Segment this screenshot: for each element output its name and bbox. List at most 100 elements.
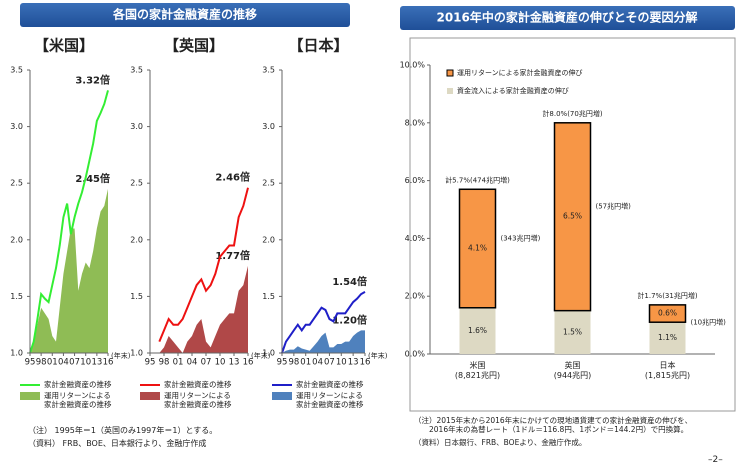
y-tick-label: 1.0 bbox=[262, 349, 275, 358]
line bbox=[158, 187, 249, 343]
x-tick-label: 13 bbox=[91, 358, 102, 368]
x-tick-label: 95 bbox=[145, 358, 156, 368]
x-tick-label: 04 bbox=[187, 358, 198, 368]
x-tick-label: 01 bbox=[47, 358, 58, 368]
legend-swatch bbox=[272, 392, 292, 400]
legend-label: 家計金融資産の推移 bbox=[296, 380, 364, 389]
x-tick-label: 07 bbox=[201, 358, 212, 368]
end-label: 2.46倍 bbox=[215, 171, 250, 184]
title-box bbox=[400, 6, 735, 30]
right-title: 2016年中の家計金融資産の伸びとその要因分解 bbox=[436, 10, 697, 25]
y-tick-label: 2.5 bbox=[262, 179, 275, 188]
x-tick-label: 10 bbox=[215, 358, 226, 368]
note: （注） 1995年＝1（英国のみ1997年＝1）とする。 bbox=[28, 426, 218, 435]
total-label: 計1.7%(31兆円増) bbox=[637, 291, 697, 300]
value-label: 4.1% bbox=[468, 244, 487, 253]
bar-segment bbox=[458, 188, 497, 309]
x-tick-label: 米国 (8,821兆円) bbox=[454, 361, 501, 380]
y-tick-label: 2.0% bbox=[405, 292, 426, 301]
end-label: 2.45倍 bbox=[75, 172, 110, 185]
title-box bbox=[20, 3, 350, 27]
x-tick-label: 07 bbox=[324, 358, 335, 368]
x-tick-label: 98 bbox=[288, 358, 299, 368]
end-label: 3.32倍 bbox=[75, 73, 110, 86]
legend-swatch bbox=[446, 69, 454, 77]
x-tick-label: 10 bbox=[80, 358, 91, 368]
bar-segment bbox=[459, 307, 496, 354]
y-tick-label: 2.0 bbox=[130, 235, 143, 244]
value-label: 6.5% bbox=[563, 212, 582, 221]
note: （資料）日本銀行、FRB、BOEより、金融庁作成。 bbox=[414, 438, 587, 447]
x-tick-label: 16 bbox=[360, 358, 371, 368]
legend-swatch bbox=[20, 392, 40, 400]
side-label: (343兆円増) bbox=[501, 234, 541, 243]
y-tick-label: 6.0% bbox=[405, 176, 426, 185]
y-tick-label: 0.0% bbox=[405, 350, 426, 359]
value-label: 1.5% bbox=[563, 327, 582, 336]
left-title: 各国の家計金融資産の推移 bbox=[112, 7, 257, 22]
y-tick-label: 3.0 bbox=[130, 122, 143, 131]
bar-segment bbox=[554, 310, 591, 354]
x-tick-label: 日本 (1,815兆円) bbox=[644, 361, 691, 380]
y-tick-label: 2.0 bbox=[262, 235, 275, 244]
x-tick-label: 10 bbox=[336, 358, 347, 368]
x-tick-label: 13 bbox=[229, 358, 240, 368]
x-tick-label: 13 bbox=[348, 358, 359, 368]
bar-frame bbox=[409, 37, 736, 412]
y-tick-label: 3.5 bbox=[262, 66, 275, 75]
area bbox=[159, 265, 248, 353]
y-tick-label: 3.5 bbox=[10, 66, 23, 75]
x-tick-label: 01 bbox=[173, 358, 184, 368]
area bbox=[30, 188, 108, 353]
value-label: 0.6% bbox=[658, 309, 677, 318]
y-tick-label: 4.0% bbox=[405, 234, 426, 243]
area bbox=[282, 330, 365, 353]
y-tick-label: 2.5 bbox=[10, 179, 23, 188]
value-label: 1.1% bbox=[658, 333, 677, 342]
y-tick-label: 3.5 bbox=[130, 66, 143, 75]
x-tick-label: 英国 (944兆円) bbox=[553, 361, 592, 380]
x-unit: (年末) bbox=[251, 351, 271, 360]
x-tick-label: 01 bbox=[300, 358, 311, 368]
y-tick-label: 3.0 bbox=[10, 122, 23, 131]
x-tick-label: 04 bbox=[312, 358, 323, 368]
line bbox=[281, 291, 366, 354]
legend-label: 家計金融資産の推移 bbox=[44, 380, 112, 389]
chart-subtitle: 【米国】 bbox=[34, 37, 94, 55]
y-tick-label: 1.5 bbox=[10, 292, 23, 301]
side-label: (10兆円増) bbox=[691, 318, 727, 327]
y-tick-label: 1.5 bbox=[262, 292, 275, 301]
x-tick-label: 98 bbox=[159, 358, 170, 368]
x-tick-label: 16 bbox=[103, 358, 114, 368]
x-tick-label: 95 bbox=[25, 358, 36, 368]
value-label: 1.6% bbox=[468, 326, 487, 335]
legend-label: 家計金融資産の推移 bbox=[164, 380, 232, 389]
end-label: 1.54倍 bbox=[332, 275, 367, 288]
chart-subtitle: 【日本】 bbox=[288, 37, 348, 55]
x-tick-label: 98 bbox=[36, 358, 47, 368]
bar-segment bbox=[648, 304, 687, 323]
x-tick-label: 04 bbox=[58, 358, 69, 368]
note: （注）2015年末から2016年末にかけての現地通貨建ての家計金融資産の伸びを、… bbox=[414, 416, 693, 435]
y-tick-label: 1.0 bbox=[10, 349, 23, 358]
end-label: 1.20倍 bbox=[332, 313, 367, 326]
bar-segment bbox=[649, 322, 686, 354]
legend-label: 運用リターンによる 家計金融資産の推移 bbox=[164, 391, 232, 410]
page-number: –2– bbox=[708, 455, 723, 465]
legend-label: 運用リターンによる家計金融資産の伸び bbox=[457, 68, 582, 77]
x-unit: (年末) bbox=[111, 351, 131, 360]
x-unit: (年末) bbox=[368, 351, 388, 360]
line bbox=[29, 90, 109, 354]
y-tick-label: 2.0 bbox=[10, 235, 23, 244]
y-tick-label: 2.5 bbox=[130, 179, 143, 188]
chart-subtitle: 【英国】 bbox=[164, 37, 224, 55]
legend-swatch bbox=[447, 88, 453, 94]
legend-label: 運用リターンによる 家計金融資産の推移 bbox=[296, 391, 364, 410]
legend-swatch bbox=[140, 392, 160, 400]
total-label: 計8.0%(70兆円増) bbox=[542, 109, 602, 118]
x-tick-label: 07 bbox=[69, 358, 80, 368]
legend-label: 資金流入による家計金融資産の伸び bbox=[457, 86, 569, 95]
x-tick-label: 95 bbox=[277, 358, 288, 368]
